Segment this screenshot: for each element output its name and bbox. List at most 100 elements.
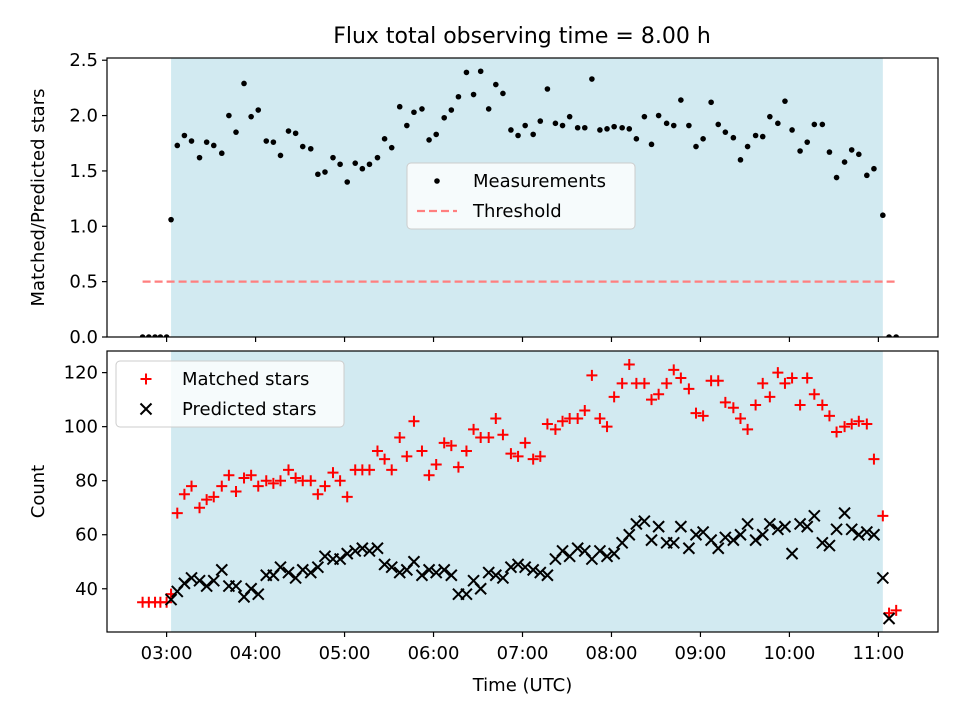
matched-point [497,429,509,441]
measurement-point [597,127,603,133]
y-tick-label: 60 [75,525,98,546]
predicted-point [482,566,495,579]
measurement-point [633,136,640,142]
measurement-point [448,107,455,113]
measurement-point [352,160,359,166]
matched-point [757,377,769,389]
y-tick-label: 80 [75,471,98,492]
matched-point [719,396,731,408]
measurement-point [381,136,388,142]
measurement-point [196,154,203,161]
matched-point [319,480,331,492]
matched-point [283,464,295,476]
matched-point [305,475,317,487]
measurement-point [619,124,625,131]
matched-point [230,486,242,497]
matched-point [505,448,517,460]
measurement-point [188,138,195,144]
matched-point [690,407,702,419]
measurement-point [626,126,633,132]
matched-point [868,453,880,465]
matched-point [171,507,183,519]
measurement-point [277,152,284,159]
predicted-point [274,560,287,574]
predicted-point [496,571,510,585]
matched-point [201,494,213,506]
matched-point [579,404,591,416]
measurement-point [566,113,573,120]
predicted-point [652,520,665,533]
predicted-point [785,547,799,560]
measurement-point [396,103,403,110]
x-tick-label: 08:00 [586,643,638,664]
predicted-point [526,563,540,577]
predicted-point [689,528,703,541]
matched-point [623,359,635,371]
matched-point [534,450,546,462]
legend-measurement-swatch [434,178,440,184]
x-tick-label: 03:00 [141,643,193,664]
measurement-point [163,334,170,337]
matched-point [394,431,406,443]
measurement-point [552,120,559,127]
matched-point [178,488,190,500]
predicted-point [489,569,503,582]
matched-point [572,413,584,425]
matched-point [727,402,739,414]
matched-point [808,388,820,400]
predicted-point [422,563,436,577]
predicted-point [801,520,814,533]
matched-point [408,415,420,427]
predicted-point [719,531,732,544]
measurement-point [819,121,826,128]
matched-point [379,453,391,465]
matched-point [779,377,791,389]
measurement-point [285,128,292,134]
predicted-point [511,558,525,571]
measurement-point [678,97,684,103]
measurement-point [500,90,506,97]
legend-label: Matched stars [182,369,309,390]
matched-point [786,372,798,384]
measurement-point [789,127,795,133]
predicted-point [349,544,362,558]
measurement-point [700,136,706,142]
predicted-point [333,552,347,566]
matched-point [512,450,524,462]
predicted-point [763,517,777,531]
matched-point [490,413,502,425]
measurement-point [218,150,225,157]
matched-point [341,491,353,503]
measurement-point [782,98,788,104]
measurement-point [848,147,855,153]
predicted-point [429,566,443,579]
matched-point [764,391,776,403]
matched-point [653,388,665,400]
predicted-point [607,547,621,560]
measurement-point [152,334,158,337]
matched-point [519,437,531,449]
matched-point [608,391,620,403]
predicted-point [460,587,473,601]
predicted-point [296,563,309,577]
predicted-point [638,515,651,528]
measurement-point [493,81,499,88]
y-tick-label: 120 [64,363,98,384]
predicted-point [474,582,487,595]
measurement-point [419,106,425,112]
matched-point [186,480,198,492]
predicted-point [229,579,243,593]
measurement-point [344,179,351,185]
matched-point [823,410,835,422]
predicted-point [882,612,896,625]
matched-point [468,423,480,435]
predicted-point [371,542,384,555]
predicted-point [630,517,643,531]
predicted-point [393,566,406,579]
x-axis-label: Time (UTC) [472,675,573,696]
matched-point [252,480,264,492]
matched-point [208,491,220,503]
matched-point [616,377,628,389]
x-tick-label: 04:00 [230,643,282,664]
legend-box [115,360,345,428]
